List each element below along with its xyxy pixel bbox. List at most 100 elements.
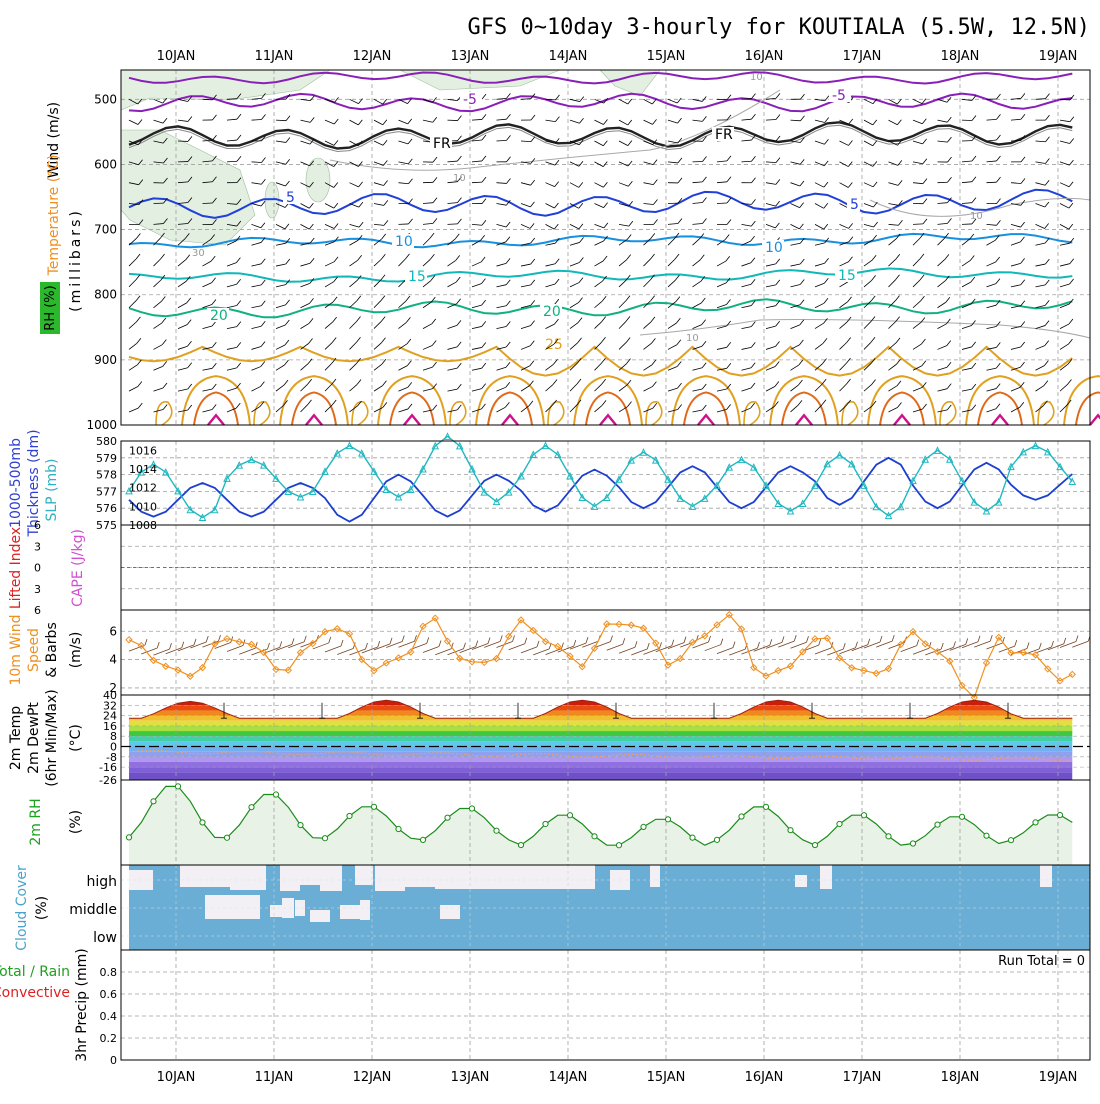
wind-barb <box>604 203 608 208</box>
axis-label-2m-temp: 2m Temp <box>8 706 24 770</box>
contour-label: 10 <box>453 173 466 184</box>
wind-barb <box>383 140 387 145</box>
date-label-top: 13JAN <box>451 49 490 64</box>
wind-barb <box>644 204 654 205</box>
wind-barb <box>309 203 313 208</box>
wind-barb <box>800 181 804 186</box>
axis-tick-right: 1016 <box>129 444 157 457</box>
wind-barb <box>815 162 824 166</box>
wind-barb <box>825 96 829 101</box>
wind-barb <box>751 342 755 347</box>
wind-barb <box>897 403 901 408</box>
wind-barb <box>505 402 509 407</box>
axis-label-precip: 3hr Precip (mm) <box>74 948 90 1061</box>
wind-barb <box>595 342 602 349</box>
contour-label: 20 <box>543 304 561 320</box>
wind-barb <box>896 254 900 259</box>
wind-barb <box>448 203 458 204</box>
wind-barb <box>651 254 655 259</box>
wind-barb <box>472 161 482 162</box>
wind-barb <box>889 239 897 245</box>
wind-barb <box>423 389 433 391</box>
wind-barb <box>987 409 996 412</box>
wind-barb <box>203 409 213 412</box>
wind-barb <box>996 257 1000 262</box>
rh-point <box>837 821 842 826</box>
wind-barb <box>815 648 831 654</box>
wind-barb <box>647 643 649 649</box>
wind-barb <box>1069 203 1073 208</box>
wind-barb <box>889 280 896 287</box>
wind-barb <box>187 320 191 325</box>
wind-barb <box>439 640 441 646</box>
wind-barb <box>188 405 192 410</box>
contour-label: 10 <box>765 240 783 256</box>
wind-barb <box>203 140 213 141</box>
wind-barb <box>276 120 286 121</box>
wind-barb <box>923 139 927 144</box>
contour-loop <box>796 415 812 425</box>
wind-barb <box>472 389 482 391</box>
wind-barb <box>408 219 412 224</box>
rh-point <box>861 813 866 818</box>
contour-label: FR <box>715 127 733 143</box>
wind-barb <box>129 386 138 391</box>
wind-barb <box>433 218 437 223</box>
rh-point <box>200 820 205 825</box>
wind-barb <box>815 204 824 209</box>
contour-loop <box>306 415 322 425</box>
wind-barb <box>677 98 681 103</box>
wind-barb <box>619 260 627 266</box>
wind-barb <box>644 280 651 287</box>
wind-barb <box>938 346 947 350</box>
wind-barb <box>873 235 877 240</box>
wind-barb <box>619 647 635 653</box>
wind-barb <box>252 367 261 371</box>
wind-barb <box>1011 224 1021 227</box>
wind-barb <box>570 343 578 350</box>
cloud-cell <box>440 905 460 919</box>
wind-barb <box>325 384 332 391</box>
axis-label-percent: (%) <box>68 810 84 834</box>
wind-barb <box>163 118 167 123</box>
wind-barb <box>1060 344 1068 349</box>
wind-barb <box>766 162 776 163</box>
wind-barb <box>227 161 237 162</box>
wind-barb <box>252 264 262 266</box>
axis-tick: 6 <box>109 624 117 638</box>
rh-point <box>959 814 964 819</box>
wind-barb <box>668 238 675 245</box>
wind-barb <box>962 203 972 204</box>
wind-barb <box>602 317 606 322</box>
wind-barb <box>309 338 313 343</box>
wind-barb <box>579 118 583 123</box>
wind-barb <box>212 404 216 409</box>
wind-barb <box>840 322 848 329</box>
wind-barb <box>301 204 310 209</box>
date-label-bottom: 10JAN <box>157 1070 196 1085</box>
wind-barb <box>399 409 409 412</box>
wind-barb <box>188 363 192 368</box>
wind-barb <box>727 404 731 409</box>
wind-barb <box>1045 180 1049 185</box>
wind-barb <box>709 636 711 642</box>
axis-tick: 579 <box>96 452 117 465</box>
wind-barb <box>325 646 341 652</box>
wind-barb <box>626 316 630 321</box>
wind-barb <box>1011 183 1021 184</box>
wind-barb <box>513 635 515 641</box>
wind-barb <box>595 162 604 167</box>
wind-barb <box>456 277 460 282</box>
wind-barb <box>261 201 265 206</box>
wind-barb <box>455 234 459 239</box>
wind-barb <box>717 283 726 287</box>
wind-barb <box>1027 643 1029 649</box>
wind-barb <box>166 648 182 654</box>
axis-tick: 800 <box>94 288 117 302</box>
wind-barb <box>972 405 976 410</box>
wind-barb <box>276 183 285 186</box>
axis-label-lifted-index: Lifted Index <box>8 527 24 609</box>
wind-barb <box>972 177 976 182</box>
